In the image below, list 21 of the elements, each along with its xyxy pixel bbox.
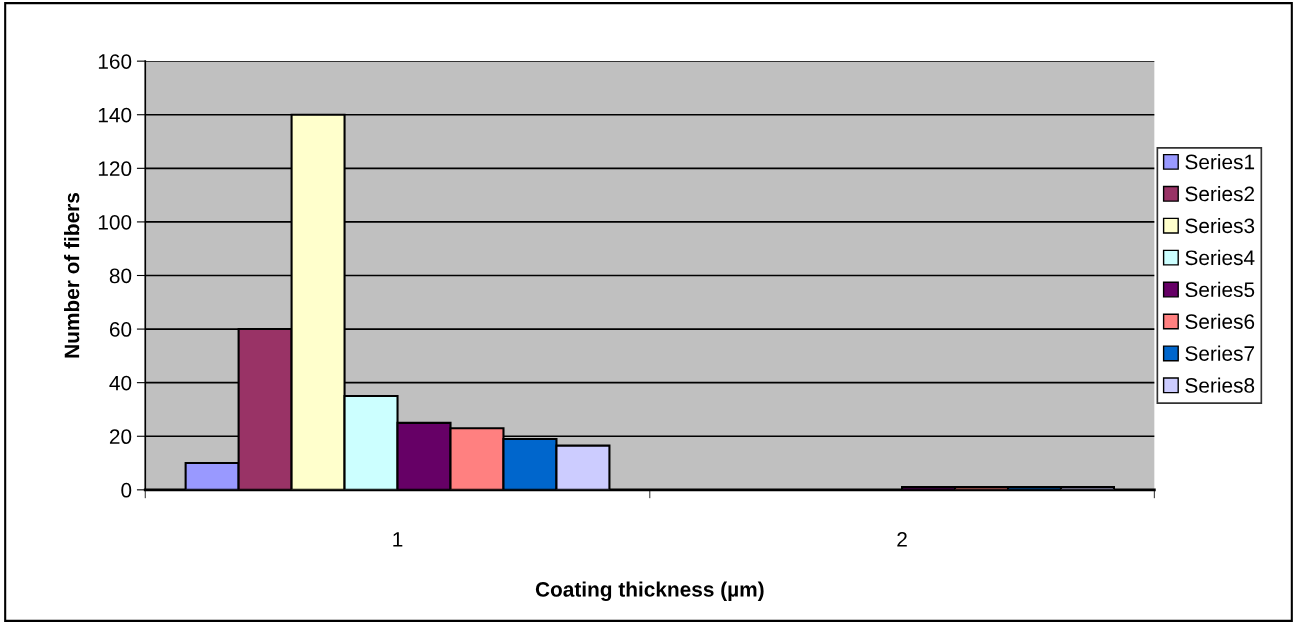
y-tick-label: 20 bbox=[109, 429, 132, 445]
y-tick-label: 80 bbox=[109, 268, 132, 284]
legend-label: Series4 bbox=[1185, 249, 1255, 266]
x-axis-title: Coating thickness (µm) bbox=[535, 581, 764, 601]
y-tick-label: 140 bbox=[98, 107, 132, 123]
x-tick-label: 2 bbox=[897, 532, 907, 547]
x-tick-label: 1 bbox=[393, 532, 403, 547]
y-tick-label: 100 bbox=[98, 214, 132, 230]
legend-label: Series3 bbox=[1185, 217, 1255, 234]
legend-label: Series2 bbox=[1185, 185, 1255, 202]
legend-label: Series5 bbox=[1185, 281, 1255, 298]
y-tick-label: 120 bbox=[98, 161, 132, 177]
legend-label: Series6 bbox=[1185, 313, 1255, 329]
legend-label: Series1 bbox=[1185, 154, 1255, 170]
y-axis-title: Number of fibers bbox=[64, 193, 80, 358]
y-tick-label: 60 bbox=[109, 322, 132, 337]
y-tick-label: 160 bbox=[98, 54, 132, 69]
legend-label: Series8 bbox=[1185, 377, 1255, 393]
y-tick-label: 40 bbox=[109, 375, 132, 391]
legend-label: Series7 bbox=[1185, 345, 1255, 361]
y-tick-label: 0 bbox=[121, 482, 132, 498]
